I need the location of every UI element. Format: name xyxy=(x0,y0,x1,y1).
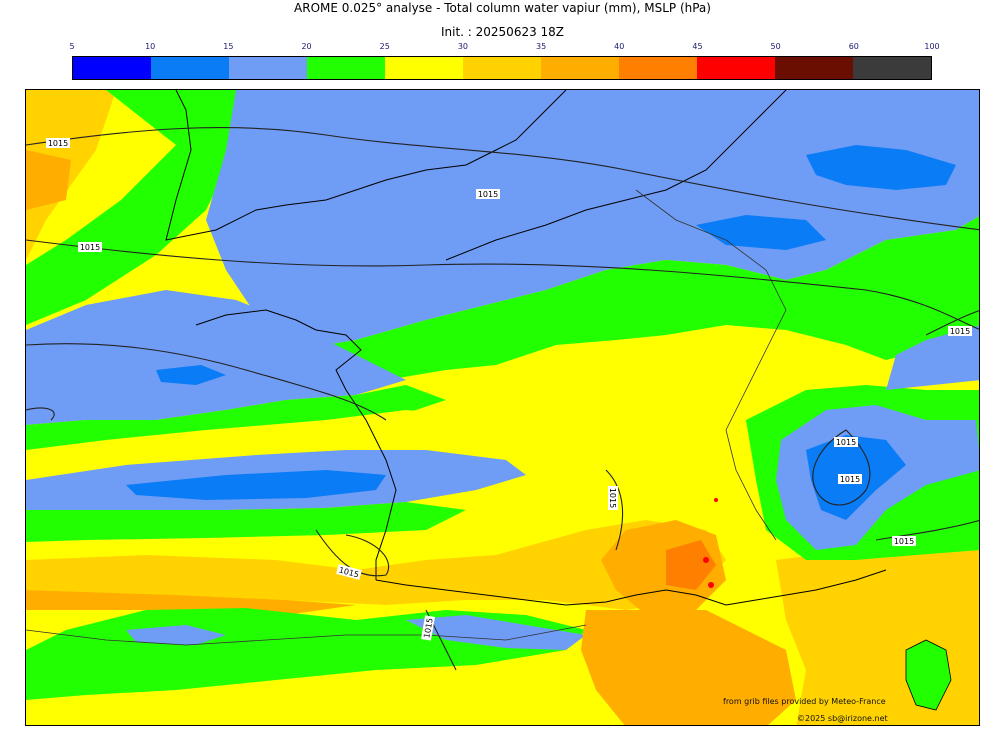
field-dorange-rhone xyxy=(666,540,716,590)
colorbar-segment-5 xyxy=(463,57,541,79)
svg-text:1015: 1015 xyxy=(422,617,434,639)
field-green-central xyxy=(296,216,979,385)
field-orange-med xyxy=(581,610,796,725)
field-blue-pyrenees xyxy=(406,615,586,650)
weather-map: 1015 1015 1015 1015 1015 1015 1015 1015 … xyxy=(25,89,980,726)
colorbar xyxy=(72,56,932,80)
isobar-central xyxy=(26,239,979,330)
colorbar-segment-9 xyxy=(775,57,853,79)
init-time: Init. : 20250623 18Z xyxy=(440,25,565,39)
map-title: AROME 0.025° analyse - Total column wate… xyxy=(294,1,711,15)
colorbar-tick-25: 25 xyxy=(379,42,390,51)
coastline-channel-east xyxy=(445,90,787,261)
field-blue-west xyxy=(26,290,406,425)
field-dblue-e xyxy=(696,215,826,250)
isobar-centre-east xyxy=(605,469,624,551)
isobar-ne xyxy=(925,310,979,336)
field-red-spot2 xyxy=(708,582,714,588)
isobar-label-6: 1015 xyxy=(838,474,862,484)
colorbar-tick-35: 35 xyxy=(535,42,547,51)
isobar-label-4: 1015 xyxy=(948,326,972,336)
colorbar-tick-40: 40 xyxy=(614,42,625,51)
border-france-east xyxy=(635,189,787,541)
field-dblue-atl1 xyxy=(156,365,226,385)
colorbar-segment-4 xyxy=(385,57,463,79)
field-blue-north xyxy=(206,90,979,350)
field-blue-spain xyxy=(126,625,226,645)
colorbar-segment-2 xyxy=(229,57,307,79)
isobar-label-8: 1015 xyxy=(892,536,916,546)
colorbar-segment-3 xyxy=(307,57,385,79)
field-red-spot1 xyxy=(703,557,709,563)
isobar-label-5: 1015 xyxy=(834,437,858,447)
isobar-label-10: 1015 xyxy=(420,615,436,641)
border-pyrenees xyxy=(26,624,587,646)
field-red-spot3 xyxy=(714,498,718,502)
field-dblue-ne xyxy=(806,145,956,190)
coastline-uk-channel xyxy=(165,90,567,241)
isobar-label-1: 1015 xyxy=(46,138,70,148)
svg-text:1015: 1015 xyxy=(894,537,914,546)
colorbar-tick-45: 45 xyxy=(692,42,703,51)
colorbar-segment-0 xyxy=(73,57,151,79)
svg-text:1015: 1015 xyxy=(840,475,860,484)
isobar-label-3: 1015 xyxy=(78,242,102,252)
isobar-se xyxy=(875,519,979,541)
field-gold-south xyxy=(26,520,726,610)
field-green-north xyxy=(26,90,241,325)
svg-text:1015: 1015 xyxy=(950,327,970,336)
field-green-biscay xyxy=(26,502,466,542)
colorbar-tick-15: 15 xyxy=(223,42,234,51)
colorbar-segment-1 xyxy=(151,57,229,79)
svg-text:1015: 1015 xyxy=(608,488,617,508)
colorbar-tick-60: 60 xyxy=(848,42,859,51)
credit-copyright: ©2025 sb@irizone.net xyxy=(797,714,888,723)
isobar-alps xyxy=(812,429,871,506)
isobar-pyrenees xyxy=(425,609,457,671)
isobar-label-2: 1015 xyxy=(476,189,500,199)
svg-text:1015: 1015 xyxy=(48,139,68,148)
field-gold-nw xyxy=(26,90,116,260)
colorbar-tick-20: 20 xyxy=(301,42,312,51)
coastline-france-south xyxy=(375,569,887,606)
colorbar-tick-5: 5 xyxy=(69,42,75,51)
colorbar-tick-10: 10 xyxy=(145,42,156,51)
isobar-west xyxy=(26,343,387,421)
credit-source: from grib files provided by Meteo-France xyxy=(723,697,886,706)
colorbar-segment-8 xyxy=(697,57,775,79)
colorbar-segment-6 xyxy=(541,57,619,79)
colorbar-tick-50: 50 xyxy=(770,42,781,51)
field-dblue-biscay xyxy=(126,470,386,500)
svg-text:1015: 1015 xyxy=(478,190,498,199)
colorbar-tick-30: 30 xyxy=(457,42,468,51)
colorbar-tick-100: 100 xyxy=(924,42,940,51)
isobar-sw xyxy=(315,529,389,577)
corsica xyxy=(905,639,952,711)
coastline-france-west xyxy=(195,309,397,580)
field-blue-swiss xyxy=(886,325,979,390)
field-orange-sw xyxy=(26,590,356,615)
svg-text:1015: 1015 xyxy=(80,243,100,252)
field-orange-nw xyxy=(26,150,71,210)
colorbar-tick-labels: 5 10 15 20 25 30 35 40 45 50 60 100 xyxy=(69,42,939,54)
svg-text:1015: 1015 xyxy=(836,438,856,447)
isobar-label-7: 1015 xyxy=(608,486,618,510)
isobar-far-west xyxy=(26,407,55,421)
colorbar-segment-10 xyxy=(853,57,931,79)
colorbar-segment-7 xyxy=(619,57,697,79)
isobar-north xyxy=(26,127,979,231)
map-canvas: 1015 1015 1015 1015 1015 1015 1015 1015 … xyxy=(26,90,979,725)
